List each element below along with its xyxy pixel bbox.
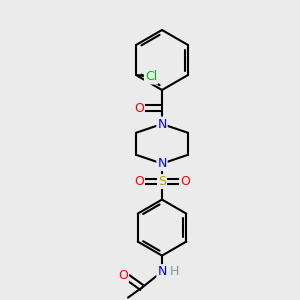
Text: Cl: Cl (145, 70, 157, 83)
Text: N: N (157, 118, 167, 130)
Text: N: N (157, 265, 167, 278)
Text: N: N (157, 157, 167, 170)
Text: O: O (134, 101, 144, 115)
Text: S: S (158, 175, 166, 188)
Text: H: H (169, 265, 179, 278)
Text: O: O (134, 175, 144, 188)
Text: O: O (118, 269, 128, 282)
Text: O: O (180, 175, 190, 188)
